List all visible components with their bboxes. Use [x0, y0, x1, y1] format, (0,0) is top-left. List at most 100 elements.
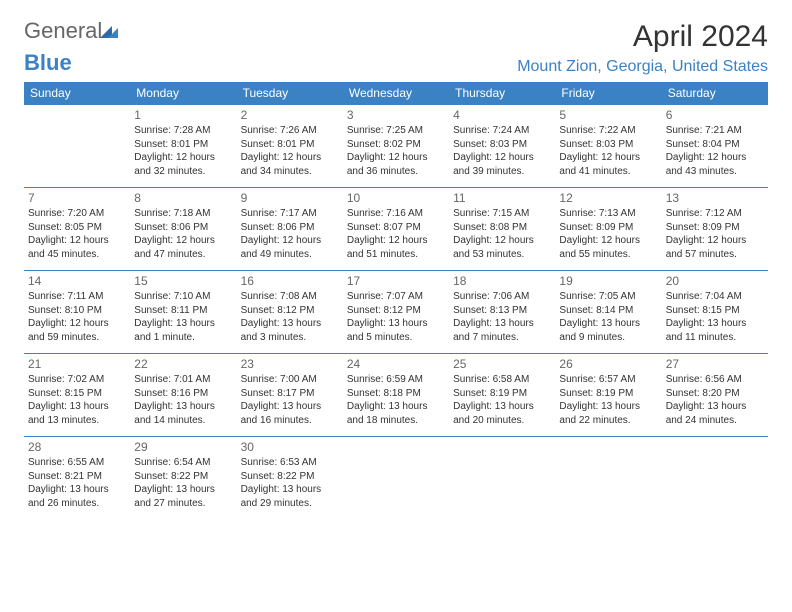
daylight-text: Daylight: 12 hours and 41 minutes. — [559, 151, 657, 178]
day-number: 22 — [134, 356, 232, 372]
sunset-text: Sunset: 8:15 PM — [666, 304, 764, 318]
calendar-day-cell: 10Sunrise: 7:16 AMSunset: 8:07 PMDayligh… — [343, 188, 449, 271]
calendar-day-cell: 28Sunrise: 6:55 AMSunset: 8:21 PMDayligh… — [24, 437, 130, 520]
sunset-text: Sunset: 8:10 PM — [28, 304, 126, 318]
location-label: Mount Zion, Georgia, United States — [517, 58, 768, 76]
sunrise-text: Sunrise: 7:18 AM — [134, 207, 232, 221]
sunrise-text: Sunrise: 7:04 AM — [666, 290, 764, 304]
day-number: 27 — [666, 356, 764, 372]
sunrise-text: Sunrise: 6:57 AM — [559, 373, 657, 387]
calendar-day-cell: 22Sunrise: 7:01 AMSunset: 8:16 PMDayligh… — [130, 354, 236, 437]
sunrise-text: Sunrise: 7:02 AM — [28, 373, 126, 387]
weekday-header: Thursday — [449, 82, 555, 105]
daylight-text: Daylight: 12 hours and 51 minutes. — [347, 234, 445, 261]
day-number: 10 — [347, 190, 445, 206]
sunset-text: Sunset: 8:07 PM — [347, 221, 445, 235]
daylight-text: Daylight: 13 hours and 18 minutes. — [347, 400, 445, 427]
day-number: 19 — [559, 273, 657, 289]
calendar-day-cell: 13Sunrise: 7:12 AMSunset: 8:09 PMDayligh… — [662, 188, 768, 271]
daylight-text: Daylight: 13 hours and 29 minutes. — [241, 483, 339, 510]
sunset-text: Sunset: 8:15 PM — [28, 387, 126, 401]
daylight-text: Daylight: 12 hours and 53 minutes. — [453, 234, 551, 261]
day-number: 30 — [241, 439, 339, 455]
day-number: 14 — [28, 273, 126, 289]
day-number: 4 — [453, 107, 551, 123]
sunset-text: Sunset: 8:03 PM — [453, 138, 551, 152]
calendar-day-cell: 15Sunrise: 7:10 AMSunset: 8:11 PMDayligh… — [130, 271, 236, 354]
sunset-text: Sunset: 8:09 PM — [559, 221, 657, 235]
calendar-week-row: 14Sunrise: 7:11 AMSunset: 8:10 PM Dayligh… — [24, 271, 768, 354]
calendar-day-cell: 14Sunrise: 7:11 AMSunset: 8:10 PMDayligh… — [24, 271, 130, 354]
calendar-week-row: 21Sunrise: 7:02 AMSunset: 8:15 PMDayligh… — [24, 354, 768, 437]
sunset-text: Sunset: 8:06 PM — [241, 221, 339, 235]
calendar-day-cell: 25Sunrise: 6:58 AMSunset: 8:19 PMDayligh… — [449, 354, 555, 437]
sunset-text: Sunset: 8:11 PM — [134, 304, 232, 318]
weekday-header: Wednesday — [343, 82, 449, 105]
sunrise-text: Sunrise: 6:58 AM — [453, 373, 551, 387]
calendar-day-cell: 30Sunrise: 6:53 AMSunset: 8:22 PMDayligh… — [237, 437, 343, 520]
sunrise-text: Sunrise: 7:22 AM — [559, 124, 657, 138]
sunrise-text: Sunrise: 7:17 AM — [241, 207, 339, 221]
calendar-empty-cell — [24, 105, 130, 188]
daylight-text: Daylight: 12 hours and 49 minutes. — [241, 234, 339, 261]
title-block: April 2024 Mount Zion, Georgia, United S… — [517, 20, 768, 76]
month-title: April 2024 — [517, 20, 768, 54]
daylight-text: Daylight: 13 hours and 27 minutes. — [134, 483, 232, 510]
sunrise-text: Sunrise: 7:10 AM — [134, 290, 232, 304]
weekday-header: Friday — [555, 82, 661, 105]
sunrise-text: Sunrise: 7:28 AM — [134, 124, 232, 138]
daylight-text: Daylight: 13 hours and 24 minutes. — [666, 400, 764, 427]
weekday-header: Sunday — [24, 82, 130, 105]
calendar-week-row: 1Sunrise: 7:28 AMSunset: 8:01 PMDaylight… — [24, 105, 768, 188]
day-number: 26 — [559, 356, 657, 372]
calendar-day-cell: 23Sunrise: 7:00 AMSunset: 8:17 PMDayligh… — [237, 354, 343, 437]
sunrise-text: Sunrise: 7:07 AM — [347, 290, 445, 304]
calendar-day-cell: 3Sunrise: 7:25 AMSunset: 8:02 PMDaylight… — [343, 105, 449, 188]
calendar-empty-cell — [343, 437, 449, 520]
daylight-text: Daylight: 12 hours and 36 minutes. — [347, 151, 445, 178]
weekday-header: Tuesday — [237, 82, 343, 105]
sunset-text: Sunset: 8:05 PM — [28, 221, 126, 235]
calendar-day-cell: 26Sunrise: 6:57 AMSunset: 8:19 PMDayligh… — [555, 354, 661, 437]
sunset-text: Sunset: 8:22 PM — [134, 470, 232, 484]
calendar-day-cell: 29Sunrise: 6:54 AMSunset: 8:22 PMDayligh… — [130, 437, 236, 520]
calendar-empty-cell — [449, 437, 555, 520]
sunset-text: Sunset: 8:20 PM — [666, 387, 764, 401]
daylight-text: Daylight: 13 hours and 16 minutes. — [241, 400, 339, 427]
sunrise-text: Sunrise: 7:12 AM — [666, 207, 764, 221]
calendar-head: SundayMondayTuesdayWednesdayThursdayFrid… — [24, 82, 768, 105]
sunrise-text: Sunrise: 7:11 AM — [28, 290, 126, 304]
topbar: General Blue April 2024 Mount Zion, Geor… — [24, 20, 768, 76]
sunset-text: Sunset: 8:03 PM — [559, 138, 657, 152]
sunset-text: Sunset: 8:19 PM — [453, 387, 551, 401]
day-number: 21 — [28, 356, 126, 372]
day-number: 6 — [666, 107, 764, 123]
sunset-text: Sunset: 8:04 PM — [666, 138, 764, 152]
sunrise-text: Sunrise: 7:13 AM — [559, 207, 657, 221]
daylight-text: Daylight: 13 hours and 11 minutes. — [666, 317, 764, 344]
calendar-day-cell: 17Sunrise: 7:07 AMSunset: 8:12 PMDayligh… — [343, 271, 449, 354]
sun-calendar-page: General Blue April 2024 Mount Zion, Geor… — [0, 0, 792, 539]
day-number: 29 — [134, 439, 232, 455]
sunrise-text: Sunrise: 7:25 AM — [347, 124, 445, 138]
sunset-text: Sunset: 8:01 PM — [241, 138, 339, 152]
sunset-text: Sunset: 8:08 PM — [453, 221, 551, 235]
daylight-text: Daylight: 12 hours and 47 minutes. — [134, 234, 232, 261]
day-number: 17 — [347, 273, 445, 289]
sunset-text: Sunset: 8:02 PM — [347, 138, 445, 152]
calendar-week-row: 7Sunrise: 7:20 AMSunset: 8:05 PMDaylight… — [24, 188, 768, 271]
sunset-text: Sunset: 8:16 PM — [134, 387, 232, 401]
daylight-text: Daylight: 13 hours and 7 minutes. — [453, 317, 551, 344]
sunrise-text: Sunrise: 7:20 AM — [28, 207, 126, 221]
calendar-day-cell: 9Sunrise: 7:17 AMSunset: 8:06 PMDaylight… — [237, 188, 343, 271]
day-number: 5 — [559, 107, 657, 123]
daylight-text: Daylight: 12 hours and 39 minutes. — [453, 151, 551, 178]
daylight-text: Daylight: 13 hours and 26 minutes. — [28, 483, 126, 510]
day-number: 9 — [241, 190, 339, 206]
calendar-empty-cell — [555, 437, 661, 520]
sunrise-text: Sunrise: 7:06 AM — [453, 290, 551, 304]
calendar-day-cell: 19Sunrise: 7:05 AMSunset: 8:14 PMDayligh… — [555, 271, 661, 354]
daylight-text: Daylight: 13 hours and 13 minutes. — [28, 400, 126, 427]
daylight-text: Daylight: 13 hours and 22 minutes. — [559, 400, 657, 427]
calendar-day-cell: 18Sunrise: 7:06 AMSunset: 8:13 PMDayligh… — [449, 271, 555, 354]
